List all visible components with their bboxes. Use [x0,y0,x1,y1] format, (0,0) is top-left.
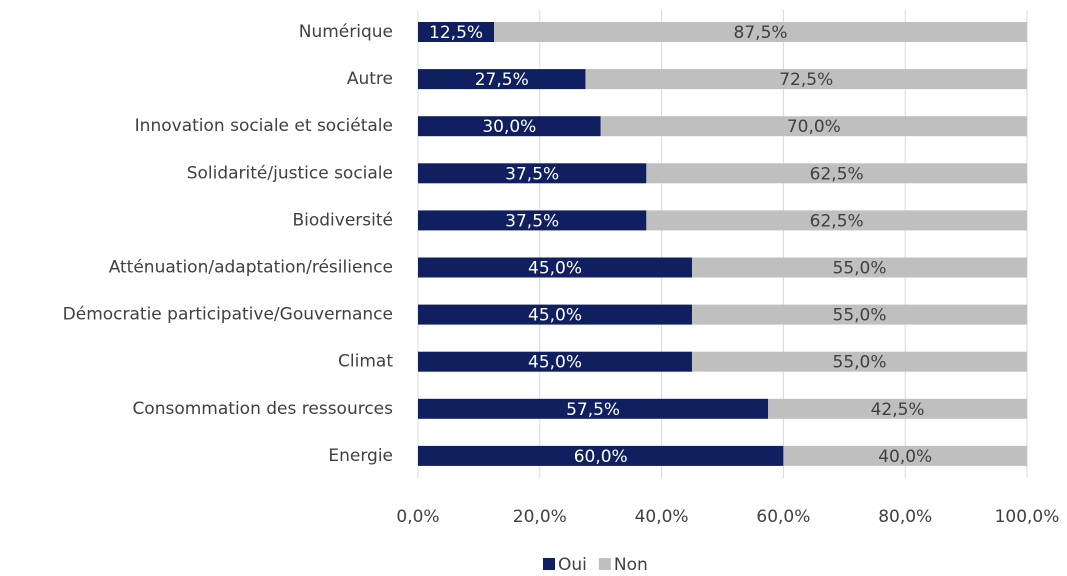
value-label: 62,5% [810,211,864,231]
bar-segment [418,304,693,325]
value-label: 57,5% [566,400,620,420]
value-label: 30,0% [482,117,536,137]
legend-label: Oui [558,555,587,575]
value-label: 55,0% [833,259,887,279]
y-tick-label: Biodiversité [292,210,393,230]
value-label: 70,0% [787,117,841,137]
x-tick-label: 100,0% [995,507,1060,527]
value-label: 55,0% [833,353,887,373]
legend-label: Non [614,555,648,575]
value-label: 27,5% [475,70,529,90]
bar-segment [600,116,1027,137]
value-label: 37,5% [505,211,559,231]
bar-segment [418,351,693,372]
bar-segment [418,116,601,137]
y-tick-label: Numérique [299,22,393,42]
bar-segment [418,210,647,231]
value-label: 55,0% [833,306,887,326]
bar-segment [783,445,1027,466]
y-tick-label: Solidarité/justice sociale [187,163,393,183]
bar-segment [768,398,1027,419]
value-label: 62,5% [810,164,864,184]
y-tick-label: Démocratie participative/Gouvernance [63,305,393,325]
value-label: 72,5% [779,70,833,90]
value-label: 45,0% [528,259,582,279]
legend-swatch [543,558,555,570]
value-label: 45,0% [528,306,582,326]
bar-segment [418,445,784,466]
bar-segment [692,257,1027,278]
x-tick-label: 20,0% [513,507,567,527]
y-tick-label: Consommation des ressources [132,399,393,419]
value-label: 87,5% [734,23,788,43]
value-label: 60,0% [574,447,628,467]
bar-segment [692,304,1027,325]
bar-segment [418,257,693,278]
y-tick-label: Atténuation/adaptation/résilience [109,258,393,278]
x-tick-label: 80,0% [878,507,932,527]
legend-swatch [598,558,611,570]
bar-segment [494,22,1027,42]
bar-segment [692,351,1027,372]
y-tick-label: Autre [347,69,393,89]
bar-segment [418,398,769,419]
x-tick-label: 40,0% [635,507,689,527]
bar-segment [585,69,1027,90]
x-tick-label: 0,0% [396,507,439,527]
value-label: 37,5% [505,164,559,184]
y-tick-label: Climat [338,352,393,372]
y-tick-label: Innovation sociale et sociétale [135,116,393,136]
bar-segment [646,163,1027,184]
bar-segment [418,69,586,90]
value-label: 45,0% [528,353,582,373]
y-tick-label: Energie [328,446,393,466]
value-label: 42,5% [871,400,925,420]
value-label: 40,0% [878,447,932,467]
x-tick-label: 60,0% [756,507,810,527]
bar-segment [418,22,495,42]
bar-segment [646,210,1027,231]
bar-segment [418,163,647,184]
value-label: 12,5% [429,23,483,43]
